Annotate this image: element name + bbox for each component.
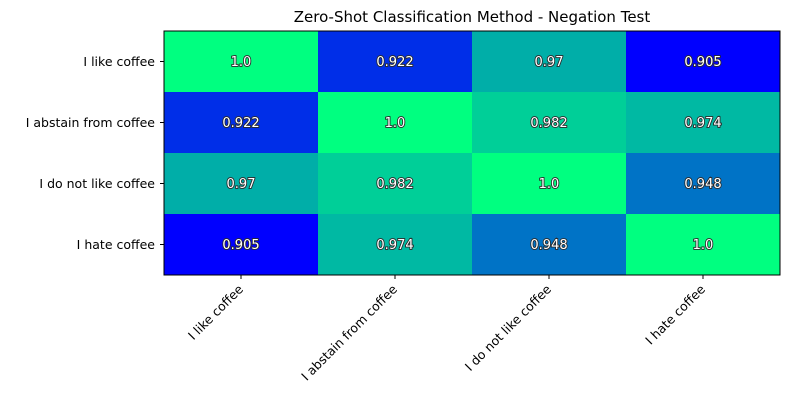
x-tick-label: I hate coffee [642, 281, 708, 347]
cell-value-label: 1.0 [693, 238, 714, 253]
cell-value-label: 0.948 [530, 238, 567, 253]
heatmap-cell [164, 92, 319, 154]
heatmap-cell [318, 153, 473, 215]
cell-value-label: 1.0 [385, 116, 406, 131]
heatmap-cell [472, 214, 627, 276]
x-tick-label: I like coffee [185, 281, 246, 342]
x-axis: I like coffee I abstain from coffee I do n… [185, 275, 708, 384]
heatmap-cell [472, 31, 627, 93]
heatmap-cell [164, 214, 319, 276]
cell-value-label: 0.982 [530, 116, 567, 131]
cell-value-label: 0.905 [222, 238, 259, 253]
heatmap-cell [626, 31, 781, 93]
plot-frame [163, 30, 781, 276]
x-tick-label: I abstain from coffee [298, 281, 400, 383]
chart-title: Zero-Shot Classification Method - Negati… [294, 8, 651, 26]
y-tick-label: I do not like coffee [39, 176, 155, 191]
cell-value-label: 1.0 [539, 177, 560, 192]
y-axis: I like coffee I abstain from coffee I do n… [26, 54, 164, 252]
heatmap-cell [164, 153, 319, 215]
cell-value-label: 0.974 [684, 116, 721, 131]
heatmap-cell [472, 153, 627, 215]
heatmap-cell [626, 214, 781, 276]
cell-value-label: 0.97 [227, 177, 256, 192]
y-tick-label: I hate coffee [77, 237, 156, 252]
cell-value-label: 0.922 [222, 116, 259, 131]
y-tick-label: I like coffee [83, 54, 155, 69]
heatmap-cell [318, 92, 473, 154]
cell-value-label: 0.905 [684, 55, 721, 70]
heatmap-cell [626, 92, 781, 154]
x-tick-label: I do not like coffee [462, 281, 555, 374]
heatmap-cell [164, 31, 319, 93]
heatmap-cell [626, 153, 781, 215]
heatmap-cells [164, 31, 781, 276]
cell-value-label: 0.97 [535, 55, 564, 70]
heatmap-cell [318, 31, 473, 93]
cell-value-label: 0.974 [376, 238, 413, 253]
heatmap-cell [472, 92, 627, 154]
cell-value-label: 1.0 [231, 55, 252, 70]
cell-value-label: 0.982 [376, 177, 413, 192]
heatmap-cell [318, 214, 473, 276]
cell-value-label: 0.948 [684, 177, 721, 192]
cell-labels: 1.0 0.922 0.97 0.905 0.922 1.0 0.982 0.974 0.97 0… [221, 54, 722, 254]
y-tick-label: I abstain from coffee [26, 115, 156, 130]
cell-value-label: 0.922 [376, 55, 413, 70]
